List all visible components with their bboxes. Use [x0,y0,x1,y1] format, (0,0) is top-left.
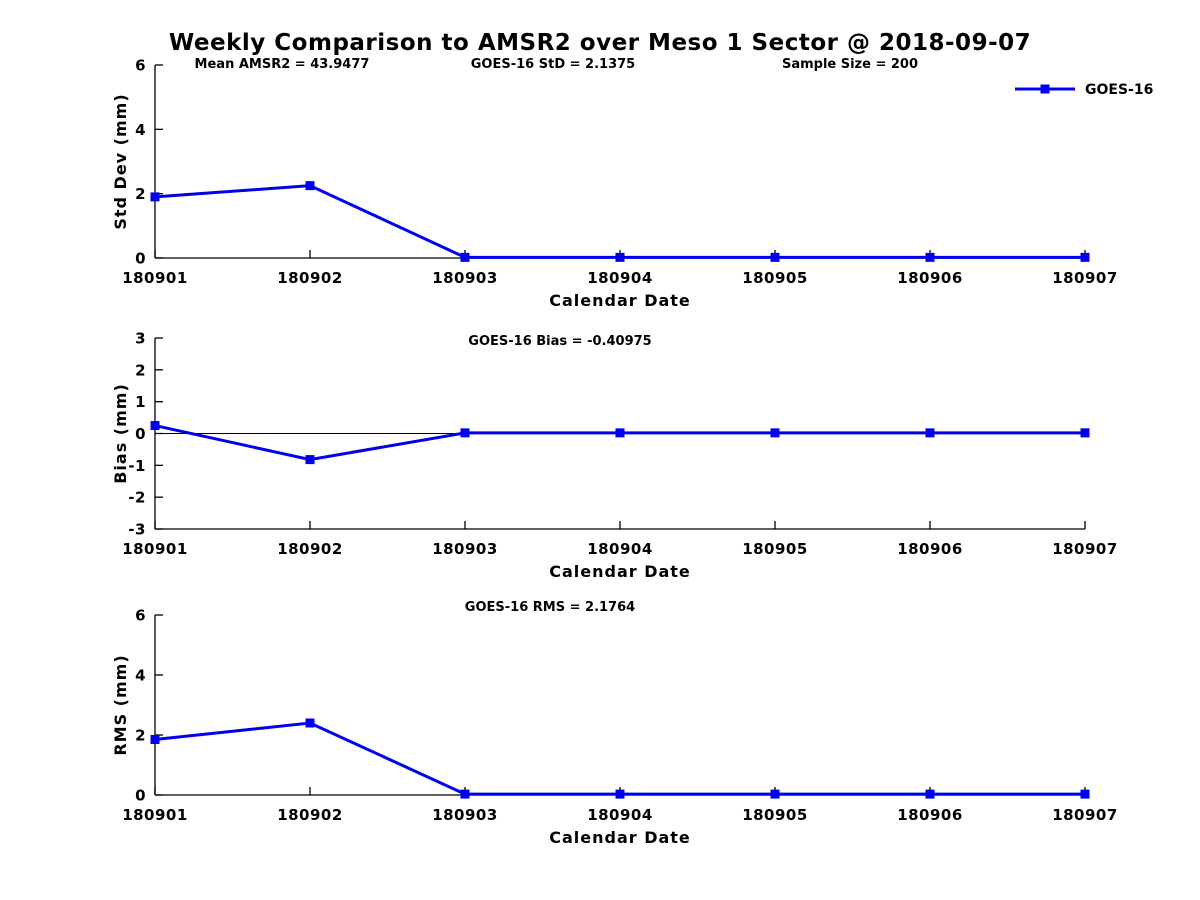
series-line [154,721,1085,796]
x-tick-label: 180905 [742,540,808,558]
x-tick-label: 180901 [122,806,188,824]
annotation: Mean AMSR2 = 43.9477 [195,57,370,72]
x-tick-label: 180903 [432,806,498,824]
data-point-marker [1080,428,1090,438]
y-tick-label: -1 [128,457,146,475]
y-tick-label: 4 [135,667,146,685]
data-point-marker [150,421,160,431]
x-tick-label: 180902 [277,806,343,824]
x-tick-label: 180907 [1052,806,1118,824]
y-tick-label: 6 [135,607,146,625]
data-point-marker [615,789,625,799]
x-tick-label: 180906 [897,269,963,287]
annotation: GOES-16 Bias = -0.40975 [468,334,651,349]
y-axis-title: Std Dev (mm) [111,93,130,229]
data-point-marker [770,789,780,799]
y-tick-label: 1 [135,393,146,411]
chart-title: Weekly Comparison to AMSR2 over Meso 1 S… [168,30,1032,56]
x-tick-label: 180901 [122,269,188,287]
x-axis-title: Calendar Date [549,828,691,847]
y-tick-label: 2 [135,361,146,379]
x-axis-title: Calendar Date [549,562,691,581]
x-tick-label: 180907 [1052,269,1118,287]
data-point-marker [615,428,625,438]
subplot-bias: -3 -2 -1 0 1 2 3 180901 180902 180903 180904 180905… [111,330,1118,582]
data-point-marker [1080,789,1090,799]
data-point-marker [925,252,935,262]
y-axis-title: RMS (mm) [111,654,130,755]
subplot-std-dev: 0 2 4 6 180901 180902 180903 180904 180905 180906… [111,57,1153,311]
data-point-marker [925,428,935,438]
y-tick-label: 0 [135,425,146,443]
x-tick-label: 180905 [742,806,808,824]
subplot-rms: 0 2 4 6 180901 180902 180903 180904 180905 180906… [111,600,1118,847]
legend: GOES-16 [1015,82,1153,98]
x-axis-title: Calendar Date [549,291,691,310]
annotation: Sample Size = 200 [782,57,918,72]
x-tick-label: 180902 [277,540,343,558]
x-tick-label: 180904 [587,806,653,824]
y-tick-label: 0 [135,250,146,268]
y-tick-label: 4 [135,121,146,139]
x-tick-label: 180906 [897,540,963,558]
legend-marker [1040,84,1050,94]
data-point-marker [305,181,315,191]
y-axis-title: Bias (mm) [111,383,130,484]
x-tick-label: 180904 [587,540,653,558]
data-point-marker [1080,252,1090,262]
data-point-marker [460,428,470,438]
data-point-marker [615,252,625,262]
data-point-marker [460,789,470,799]
series-line [154,184,1085,259]
data-point-marker [305,455,315,465]
y-tick-label: 3 [135,330,146,348]
legend-label: GOES-16 [1085,82,1153,98]
x-tick-label: 180901 [122,540,188,558]
data-point-marker [460,252,470,262]
data-point-marker [770,252,780,262]
annotation: GOES-16 StD = 2.1375 [471,57,635,72]
y-tick-label: 0 [135,787,146,805]
x-tick-label: 180903 [432,269,498,287]
data-point-marker [150,735,160,744]
y-tick-label: -2 [128,489,146,507]
y-tick-label: 6 [135,57,146,75]
annotation: GOES-16 RMS = 2.1764 [465,600,635,615]
data-point-marker [150,192,160,202]
y-tick-label: -3 [128,521,146,539]
y-tick-label: 2 [135,727,146,745]
x-tick-label: 180907 [1052,540,1118,558]
x-tick-label: 180902 [277,269,343,287]
x-tick-label: 180903 [432,540,498,558]
data-point-marker [770,428,780,438]
x-tick-label: 180905 [742,269,808,287]
data-point-marker [925,789,935,799]
x-tick-label: 180904 [587,269,653,287]
x-tick-label: 180906 [897,806,963,824]
data-point-marker [305,718,315,728]
y-tick-label: 2 [135,185,146,203]
